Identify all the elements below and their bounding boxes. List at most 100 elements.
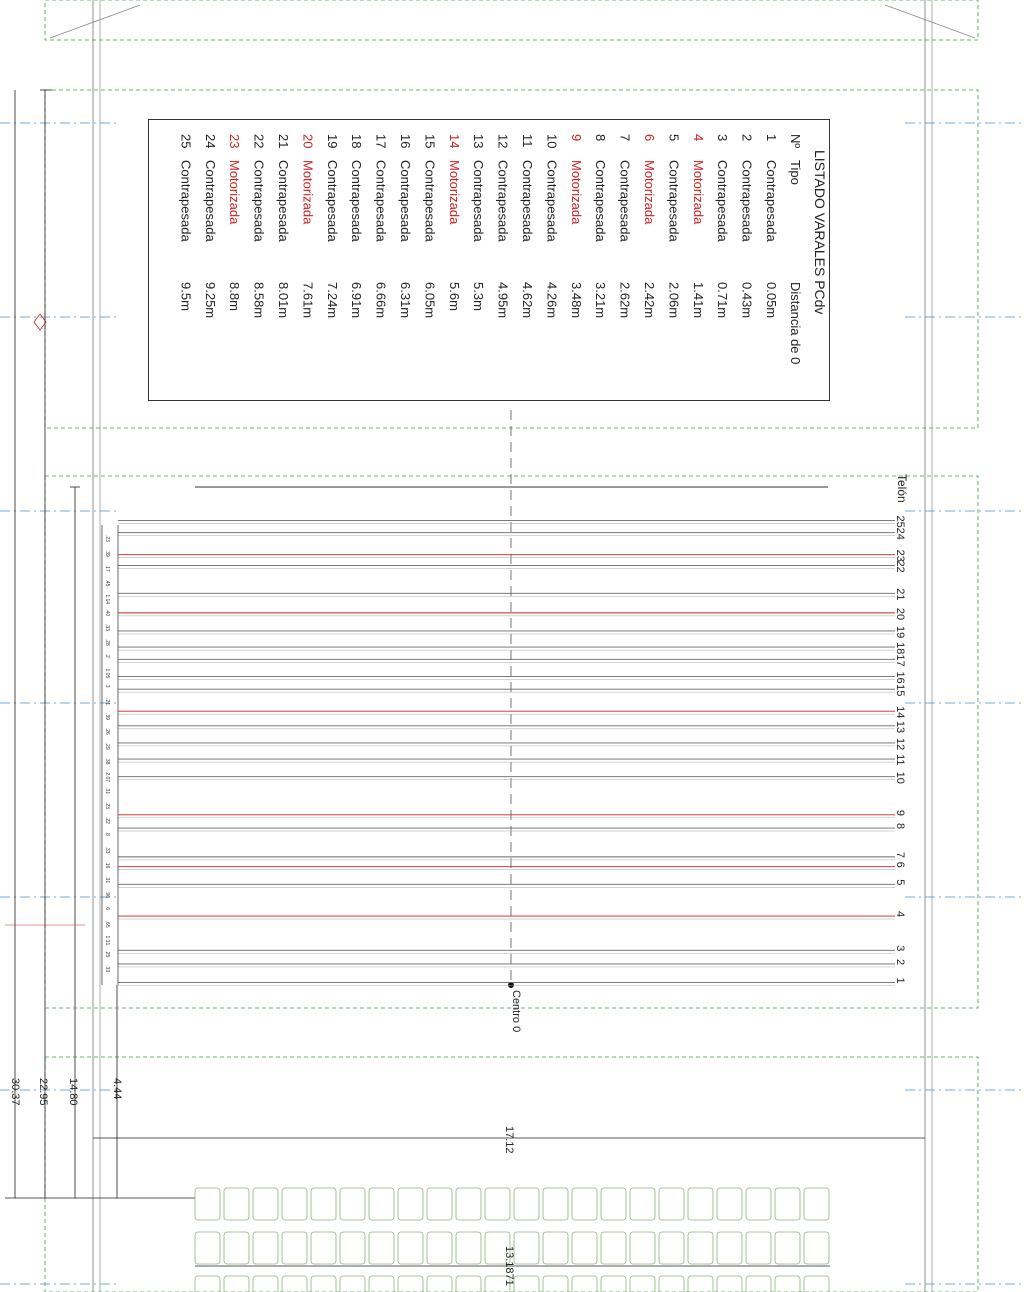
spacing-label: .65	[104, 921, 110, 928]
seat	[397, 1187, 424, 1221]
seat	[455, 1231, 482, 1265]
legend-row-num: 23	[227, 134, 242, 148]
seat	[658, 1275, 685, 1292]
seat	[194, 1231, 221, 1265]
spacing-label: .31	[104, 787, 110, 794]
seat	[571, 1187, 598, 1221]
batten-number: 24	[894, 528, 906, 540]
legend-row-dist: 8.8m	[227, 282, 242, 311]
legend-row-dist: 5.6m	[447, 282, 462, 311]
batten-number: 9	[894, 810, 906, 816]
telon-label: Telón	[895, 474, 909, 503]
seat	[339, 1231, 366, 1265]
marker-diamond-icon	[33, 313, 47, 331]
seat	[223, 1187, 250, 1221]
legend-row-num: 9	[569, 134, 584, 141]
legend-row-tipo: Contrapesada	[471, 160, 486, 242]
batten-number: 16	[894, 671, 906, 683]
seat	[658, 1231, 685, 1265]
spacing-label: .23	[104, 535, 110, 542]
legend-row-num: 12	[496, 134, 511, 148]
seat	[571, 1231, 598, 1265]
legend-row-tipo: Contrapesada	[276, 160, 291, 242]
legend-row-dist: 8.58m	[252, 282, 267, 318]
batten-number: 20	[894, 608, 906, 620]
legend-row-tipo: Contrapesada	[496, 160, 511, 242]
legend-row-dist: 0.71m	[715, 282, 730, 318]
seat	[484, 1275, 511, 1292]
legend-title: LISTADO VARALES PCdv	[812, 150, 828, 314]
legend-row-tipo: Contrapesada	[252, 160, 267, 242]
legend-row-tipo: Contrapesada	[715, 160, 730, 242]
spacing-label: .22	[104, 817, 110, 824]
spacing-label: .96	[104, 891, 110, 898]
legend-row-dist: 2.06m	[666, 282, 681, 318]
legend-row-num: 25	[178, 134, 193, 148]
legend-row-tipo: Contrapesada	[764, 160, 779, 242]
spacing-label: .21	[104, 698, 110, 705]
spacing-label: .33	[104, 965, 110, 972]
legend-row-tipo: Motorizada	[642, 160, 657, 225]
seat	[542, 1187, 569, 1221]
seat	[368, 1275, 395, 1292]
seat	[368, 1231, 395, 1265]
legend-row-tipo: Contrapesada	[374, 160, 389, 242]
seat	[658, 1187, 685, 1221]
seat	[513, 1187, 540, 1221]
seat	[774, 1275, 801, 1292]
spacing-label: .40	[104, 609, 110, 616]
legend-row-tipo: Contrapesada	[325, 160, 340, 242]
spacing-label: .39	[104, 713, 110, 720]
spacing-labels: .23 .39 .17 .45 1.14 .40 .33 .28 .2 1.05 .3 .21 .39.…	[104, 535, 110, 972]
legend-row-tipo: Contrapesada	[544, 160, 559, 242]
legend-row-tipo: Contrapesada	[398, 160, 413, 242]
spacing-label: .33	[104, 847, 110, 854]
legend-row-num: 21	[276, 134, 291, 148]
batten-number: 22	[894, 560, 906, 572]
legend-row-num: 1	[764, 134, 779, 141]
batten-lines	[101, 520, 895, 986]
spacing-label: .38	[104, 758, 110, 765]
seat	[484, 1187, 511, 1221]
seat	[745, 1187, 772, 1221]
seat	[687, 1275, 714, 1292]
legend-row-tipo: Motorizada	[691, 160, 706, 225]
spacing-label: 2.07	[104, 772, 110, 782]
spacing-label: .23	[104, 802, 110, 809]
legend-row-dist: 4.95m	[496, 282, 511, 318]
dimension-17-12: 17.12	[503, 1126, 515, 1154]
batten-number: 19	[894, 626, 906, 638]
legend-row-dist: 3.48m	[569, 282, 584, 318]
seat	[339, 1187, 366, 1221]
legend-header-dist: Distancia de 0	[788, 282, 803, 364]
seat	[194, 1275, 221, 1292]
seat	[455, 1275, 482, 1292]
spacing-label: .29	[104, 743, 110, 750]
seat	[455, 1187, 482, 1221]
legend-row-dist: 3.21m	[593, 282, 608, 318]
batten-numbers: 1234567891011121314151617181920212223242…	[894, 515, 906, 983]
legend-row-tipo: Contrapesada	[422, 160, 437, 242]
seat	[716, 1275, 743, 1292]
seat	[745, 1231, 772, 1265]
seat	[803, 1187, 830, 1221]
legend-row-dist: 7.61m	[300, 282, 315, 318]
legend-row-dist: 9.25m	[203, 282, 218, 318]
seat	[426, 1275, 453, 1292]
legend-row-num: 16	[398, 134, 413, 148]
seat	[513, 1275, 540, 1292]
spacing-label: .39	[104, 550, 110, 557]
legend-rows: 1 Contrapesada 0.05m 2 Contrapesada 0.43m 3 Con…	[178, 134, 779, 318]
dimension-4-44: 4.44	[111, 1078, 123, 1099]
seat	[368, 1187, 395, 1221]
seat	[223, 1231, 250, 1265]
batten-number: 17	[894, 654, 906, 666]
legend-row-num: 4	[691, 134, 706, 141]
seat	[310, 1231, 337, 1265]
seat	[223, 1275, 250, 1292]
legend-row-num: 10	[544, 134, 559, 148]
legend-row-dist: 6.05m	[422, 282, 437, 318]
spacing-label: .16	[104, 861, 110, 868]
seat	[774, 1231, 801, 1265]
batten-number: 7	[894, 852, 906, 858]
